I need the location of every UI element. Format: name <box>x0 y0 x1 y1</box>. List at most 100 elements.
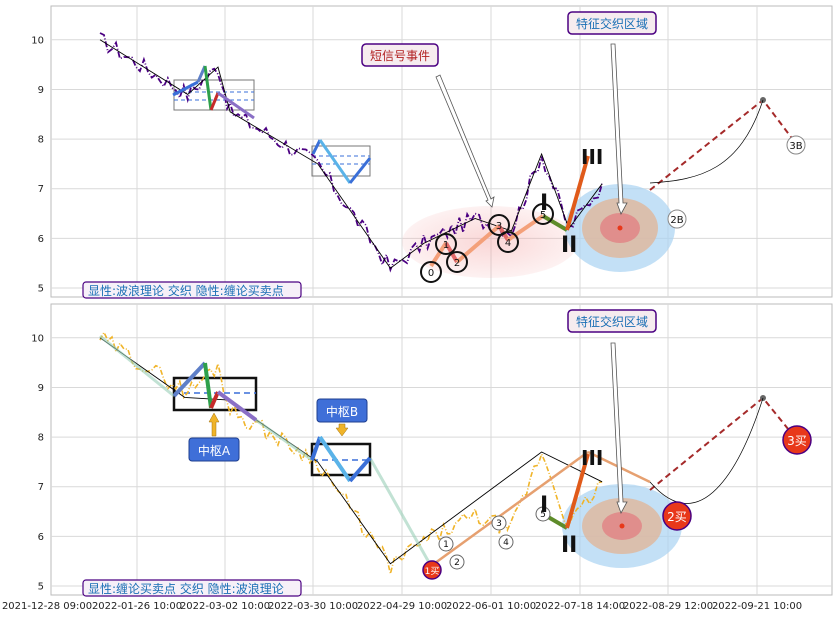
bottom-wave-seg-6 <box>318 435 352 483</box>
bottom-trend-line <box>99 337 603 565</box>
bottom-price-series <box>99 330 603 574</box>
x-tick-label: 2022-03-02 10:00 <box>180 601 270 612</box>
y-tick-label: 7 <box>38 482 44 493</box>
top-wave-seg-6 <box>311 139 322 155</box>
zone-center-dot <box>617 225 623 231</box>
top-point-circle <box>532 203 554 225</box>
top-wave-seg-7 <box>318 139 352 184</box>
top-footer-text: 显性:波浪理论 交织 隐性:缠论买卖点 <box>88 283 284 298</box>
top-wave-seg-2 <box>196 65 207 83</box>
y-tick-label: 9 <box>38 85 44 96</box>
top-ann-arrow-2 <box>610 43 628 215</box>
x-tick-label: 2022-01-26 10:00 <box>92 601 182 612</box>
x-tick-label: 2021-12-28 09:00 <box>2 601 92 612</box>
top-3B-label: 3B <box>789 141 802 152</box>
top-point-label: 2 <box>454 258 460 269</box>
x-tick-label: 2022-06-01 10:00 <box>446 601 536 612</box>
top-ann-short-signal-box <box>361 43 439 67</box>
bottom-wave-seg-4 <box>216 390 258 422</box>
y-tick-label: 9 <box>38 383 44 394</box>
top-ann-feature: 特征交织区域 <box>576 16 648 31</box>
x-tick-label: 2022-04-29 10:00 <box>357 601 447 612</box>
bottom-roman-II: II <box>561 533 577 558</box>
bottom-footer-text: 显性:缠论买卖点 交织 隐性:波浪理论 <box>88 581 284 596</box>
top-point-label: 4 <box>505 238 511 249</box>
top-ann-arrow-1 <box>435 74 495 208</box>
y-tick-label: 8 <box>38 135 44 146</box>
bottom-curve-link <box>649 397 764 504</box>
bottom-rise-3 <box>565 453 590 529</box>
top-box-b <box>311 145 371 177</box>
x-tick-label: 2022-07-18 14:00 <box>535 601 625 612</box>
top-impulse-6 <box>541 214 569 232</box>
top-point-circle <box>435 233 457 255</box>
top-wave-seg-4 <box>209 92 220 111</box>
bottom-point-label: 5 <box>540 510 546 520</box>
y-tick-label: 6 <box>38 532 44 543</box>
zone-center-dot <box>619 523 625 529</box>
bottom-wave-seg-7 <box>348 456 372 483</box>
top-roman-III: III <box>581 145 603 169</box>
bottom-roman-III: III <box>581 446 603 470</box>
bottom-wave-seg-2 <box>203 362 213 409</box>
top-panel: 0 12 34 5 I II III 2B 3B 短信号事件 特征交织区域 显性:波浪… <box>82 11 806 299</box>
bottom-point-label: 3 <box>496 519 502 529</box>
bottom-ann-center-b: 中枢B <box>326 404 358 419</box>
bottom-buy3-circle <box>782 425 812 455</box>
top-trend-line <box>99 39 603 269</box>
x-tick-label: 2022-08-29 12:00 <box>623 601 713 612</box>
bottom-point-circle <box>438 536 454 552</box>
top-impulse-5 <box>506 214 545 242</box>
bottom-buy1-label: 1买 <box>425 566 440 577</box>
bottom-buy2-circle <box>662 501 692 531</box>
y-tick-label: 8 <box>38 433 44 444</box>
bottom-buy1-circle <box>422 560 442 580</box>
top-2B-label: 2B <box>670 215 683 226</box>
top-impulse-7 <box>565 155 590 231</box>
bottom-roman-I: I <box>540 493 548 518</box>
top-roman-I: I <box>540 191 548 216</box>
bottom-ann-feature: 特征交织区域 <box>576 314 648 329</box>
bottom-ann-center-b-box <box>316 398 368 423</box>
bottom-panel-frame <box>50 303 833 596</box>
bottom-wave-seg-1 <box>172 361 207 398</box>
bottom-trend-wide-3 <box>368 457 433 567</box>
bottom-panel: 12 34 5 I II III 1买 2买 3买 中枢A 中枢B 特征交织区域 显… <box>82 309 812 597</box>
top-footer-box <box>82 281 302 299</box>
bottom-buy3-label: 3买 <box>787 434 807 448</box>
bottom-point-label: 1 <box>443 540 449 550</box>
top-ann-short-signal: 短信号事件 <box>370 49 430 63</box>
top-3B-circle <box>786 135 806 155</box>
bottom-footer-box <box>82 579 302 597</box>
y-tick-label: 10 <box>31 333 44 344</box>
bottom-point-label: 2 <box>454 558 460 568</box>
top-roman-II: II <box>561 233 577 258</box>
top-point-label: 5 <box>540 210 546 221</box>
bottom-trend-wide-2 <box>255 418 313 462</box>
top-point-circle <box>488 214 510 236</box>
top-wave-seg-1 <box>172 80 199 97</box>
top-curve-link <box>649 99 764 184</box>
y-tick-labels: 5 6 7 8 9 10 5 6 7 8 9 10 <box>31 35 44 592</box>
y-tick-label: 5 <box>38 284 44 295</box>
bottom-point-label: 4 <box>503 538 509 548</box>
bottom-buy2-label: 2买 <box>667 510 687 524</box>
y-tick-label: 7 <box>38 184 44 195</box>
top-wave-seg-3 <box>203 65 213 111</box>
top-wave-seg-8 <box>348 157 372 184</box>
bottom-ann-arrow <box>610 342 628 514</box>
bottom-rise-1 <box>430 450 589 568</box>
bottom-ann-center-a: 中枢A <box>198 443 231 458</box>
top-point-labels: 0 12 34 5 <box>420 203 554 283</box>
bottom-wave-seg-3 <box>209 391 220 409</box>
bottom-point-circle <box>535 506 551 522</box>
bottom-trend-wide-1 <box>99 334 175 398</box>
top-point-label: 3 <box>496 221 502 232</box>
bottom-wave-seg-5 <box>310 436 322 461</box>
x-tick-label: 2022-03-30 10:00 <box>268 601 358 612</box>
x-tick-label: 2022-09-21 10:00 <box>712 601 802 612</box>
y-tick-label: 10 <box>31 35 44 46</box>
top-point-circle <box>420 261 442 283</box>
bottom-point-labels: 12 34 5 <box>438 506 551 570</box>
